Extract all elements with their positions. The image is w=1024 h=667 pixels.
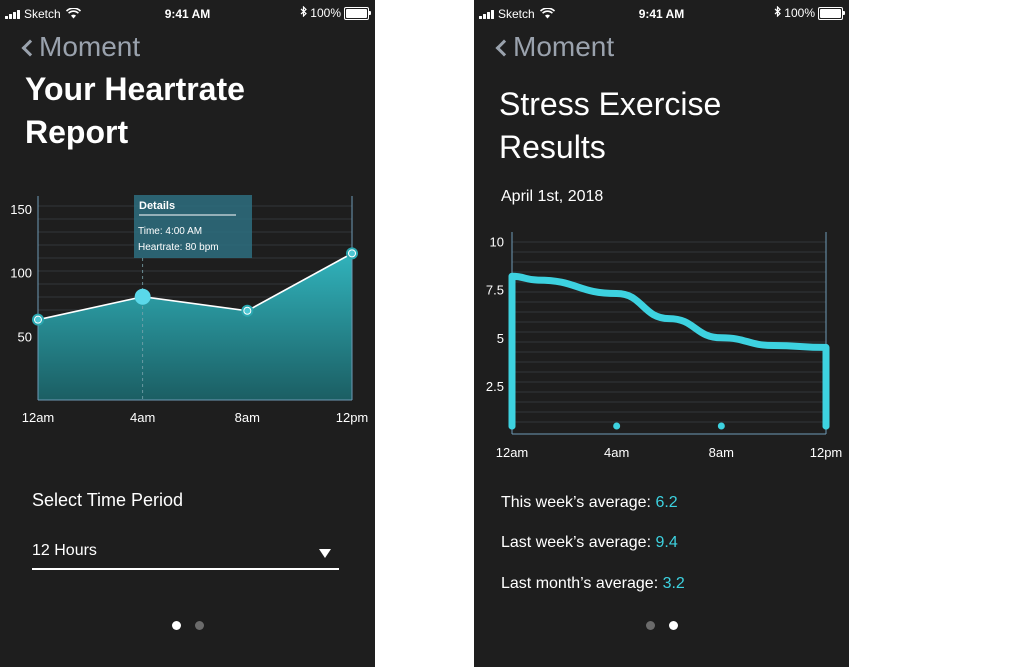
stress-chart: 2.5 5 7.5 10 12am 4am 8am 12pm [486, 232, 843, 460]
battery-percent: 100% [784, 6, 815, 20]
data-point[interactable] [613, 422, 621, 430]
bluetooth-icon [300, 5, 308, 20]
back-label: Moment [39, 31, 141, 62]
page-indicator [0, 621, 375, 630]
time-period-select[interactable]: 12 Hours [32, 538, 339, 570]
page-dot-1[interactable] [171, 621, 181, 630]
stat-this-week: This week’s average: 6.2 [501, 494, 678, 512]
y-tick-label: 5 [497, 331, 504, 346]
heartrate-line [37, 252, 353, 321]
details-tooltip: Details Time: 4:00 AM Heartrate: 80 bpm [134, 195, 252, 258]
wifi-icon [539, 8, 555, 19]
tooltip-heartrate: Heartrate: 80 bpm [138, 242, 219, 253]
x-tick-label: 8am [709, 445, 734, 460]
status-right: 100% [300, 5, 371, 20]
title-line-1: Stress Exercise [499, 86, 722, 122]
battery-percent: 100% [310, 6, 341, 20]
title-line-1: Your Heartrate [25, 71, 245, 107]
heartrate-chart: 50 100 150 12am 4am 8am 12pm Details Time: 4:… [10, 195, 369, 425]
stat-value: 3.2 [662, 575, 685, 592]
back-button[interactable]: Moment [21, 31, 141, 63]
y-tick-label: 7.5 [486, 283, 504, 298]
battery-icon [344, 6, 371, 20]
heartrate-screen: Sketch 9:41 AM 100% Moment Your Heartrat… [0, 0, 375, 667]
time-period-value: 12 Hours [32, 542, 97, 559]
status-time: 9:41 AM [164, 7, 211, 21]
heartrate-area [38, 253, 352, 400]
stress-curve [508, 272, 830, 430]
x-tick-label: 8am [235, 410, 260, 425]
page-dot-2[interactable] [668, 621, 678, 630]
status-time: 9:41 AM [638, 7, 685, 21]
back-label: Moment [513, 31, 615, 62]
y-tick-label: 100 [10, 266, 32, 281]
tooltip-time: Time: 4:00 AM [138, 226, 202, 237]
title-line-2: Results [499, 129, 606, 165]
battery-icon [818, 6, 845, 20]
y-tick-label: 10 [490, 235, 504, 250]
page-dot-1[interactable] [645, 621, 655, 630]
tooltip-title: Details [139, 200, 175, 212]
chart-grid [512, 241, 826, 423]
data-point-core [35, 316, 41, 323]
data-point[interactable] [822, 422, 830, 430]
y-tick-label: 150 [10, 202, 32, 217]
report-date: April 1st, 2018 [501, 188, 604, 205]
data-point[interactable] [508, 422, 516, 430]
stat-label: Last month’s average: [501, 575, 663, 592]
stress-results-screen: Sketch 9:41 AM 100% Moment Stress Exerci… [474, 0, 849, 667]
page-title: Your Heartrate Report [25, 68, 355, 154]
data-point-core [244, 307, 251, 314]
data-point[interactable] [717, 422, 725, 430]
page-indicator [474, 621, 849, 630]
data-point[interactable] [134, 288, 151, 305]
wifi-icon [65, 8, 81, 19]
status-bar: Sketch 9:41 AM 100% [0, 0, 375, 26]
carrier-label: Sketch [498, 7, 535, 21]
status-left: Sketch [5, 7, 81, 21]
title-line-2: Report [25, 114, 129, 150]
back-button[interactable]: Moment [495, 31, 615, 63]
x-tick-label: 4am [130, 410, 155, 425]
x-tick-label: 12pm [810, 445, 843, 460]
x-tick-label: 12pm [336, 410, 369, 425]
y-tick-label: 50 [18, 329, 32, 344]
carrier-label: Sketch [24, 7, 61, 21]
bluetooth-icon [774, 5, 782, 20]
stat-label: This week’s average: [501, 494, 656, 511]
status-right: 100% [774, 5, 845, 20]
dropdown-arrow-icon [319, 549, 331, 558]
signal-icon [479, 9, 495, 19]
x-tick-label: 12am [496, 445, 529, 460]
y-tick-label: 2.5 [486, 379, 504, 394]
chart-axes [37, 196, 353, 401]
stat-label: Last week’s average: [501, 534, 656, 551]
x-tick-label: 4am [604, 445, 629, 460]
status-left: Sketch [479, 7, 555, 21]
x-tick-label: 12am [22, 410, 55, 425]
data-point-core [349, 250, 355, 257]
page-title: Stress Exercise Results [499, 83, 829, 169]
status-bar: Sketch 9:41 AM 100% [474, 0, 849, 26]
tooltip-box [134, 195, 252, 258]
stat-last-month: Last month’s average: 3.2 [501, 575, 685, 593]
stat-last-week: Last week’s average: 9.4 [501, 534, 678, 552]
signal-icon [5, 9, 21, 19]
page-dot-2[interactable] [194, 621, 204, 630]
stat-value: 9.4 [655, 534, 678, 551]
stat-value: 6.2 [655, 494, 678, 511]
period-label: Select Time Period [32, 490, 184, 510]
